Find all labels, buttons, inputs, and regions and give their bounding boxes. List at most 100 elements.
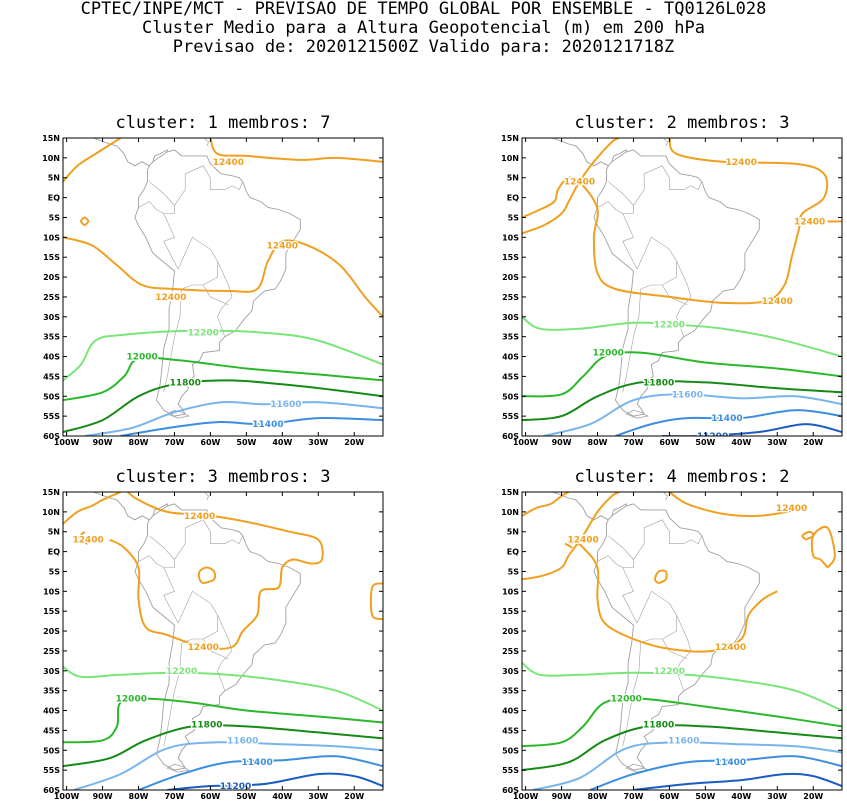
country-border bbox=[608, 181, 634, 206]
lat-tick-label: 15N bbox=[42, 134, 60, 143]
coastline bbox=[134, 503, 301, 771]
map-panel-group-3: 12400 12400 12400 12200 12000 11800 11600 11400… bbox=[42, 488, 384, 801]
lat-tick-label: 5N bbox=[48, 528, 60, 537]
contour-line bbox=[63, 236, 383, 318]
coastline-lesser-antilles bbox=[663, 138, 669, 147]
contour-label: 12400 bbox=[155, 293, 186, 303]
contour-line bbox=[522, 138, 829, 305]
coastline-tierra-del-fuego bbox=[166, 763, 190, 773]
country-border bbox=[217, 261, 233, 337]
contour-line bbox=[109, 492, 324, 650]
coastline-central-america bbox=[552, 138, 609, 167]
lat-tick-label: 15S bbox=[43, 607, 60, 616]
contour-line bbox=[63, 665, 383, 712]
lat-tick-label: 40S bbox=[43, 353, 60, 362]
chart-header: CPTEC/INPE/MCT - PREVISAO DE TEMPO GLOBA… bbox=[0, 0, 847, 57]
lat-tick-label: 10N bbox=[42, 508, 60, 517]
contour-line bbox=[63, 697, 383, 744]
lon-tick-label: 30W bbox=[308, 792, 328, 801]
contour-line bbox=[522, 724, 842, 772]
lat-tick-label: 25S bbox=[43, 647, 60, 656]
lat-tick-label: 30S bbox=[43, 667, 60, 676]
lat-tick-label: 60S bbox=[502, 432, 519, 441]
lat-tick-label: 5S bbox=[49, 213, 61, 222]
contour-line bbox=[522, 697, 842, 748]
map-panel-group-1: 12400 12400 12400 12200 12000 11800 11600 11400… bbox=[42, 134, 384, 447]
lat-tick-label: EQ bbox=[48, 194, 60, 203]
contour-label: 12400 bbox=[267, 241, 298, 251]
contour-label: 12400 bbox=[794, 217, 825, 227]
contour-label: 12400 bbox=[776, 504, 807, 514]
country-border bbox=[149, 181, 175, 206]
lat-tick-label: 10S bbox=[502, 233, 519, 242]
lat-tick-label: 25S bbox=[502, 293, 519, 302]
contour-line bbox=[522, 380, 842, 422]
contour-label: 12400 bbox=[184, 512, 215, 522]
contour-label: 11400 bbox=[711, 414, 742, 424]
lat-tick-label: 5S bbox=[508, 213, 520, 222]
contour-line bbox=[73, 741, 383, 790]
lon-tick-label: 70W bbox=[164, 438, 184, 447]
lat-tick-label: 30S bbox=[502, 313, 519, 322]
lat-tick-label: 5N bbox=[507, 174, 519, 183]
country-border bbox=[608, 535, 634, 560]
contour-line bbox=[522, 315, 842, 358]
lat-tick-label: 20S bbox=[43, 627, 60, 636]
country-border bbox=[636, 236, 677, 290]
contour-line bbox=[568, 534, 778, 653]
contour-label: 12000 bbox=[593, 349, 624, 359]
lat-tick-label: 40S bbox=[502, 707, 519, 716]
contour-line bbox=[522, 138, 620, 235]
country-border bbox=[163, 567, 179, 624]
contour-label: 11800 bbox=[170, 378, 201, 388]
lon-tick-label: 30W bbox=[767, 792, 787, 801]
contour-line bbox=[522, 492, 570, 517]
contour-label: 11400 bbox=[242, 758, 273, 768]
lon-tick-label: 30W bbox=[767, 438, 787, 447]
map-frame bbox=[521, 137, 843, 437]
panel-title-3: cluster: 3 membros: 3 bbox=[115, 467, 331, 487]
country-border bbox=[597, 201, 623, 214]
map-content: 12400 12400 12400 12200 12000 11800 11600 11400 bbox=[63, 138, 383, 436]
lon-tick-label: 50W bbox=[236, 792, 256, 801]
contour-line bbox=[63, 492, 121, 525]
coastline-lesser-antilles bbox=[663, 492, 669, 501]
lat-tick-label: 45S bbox=[43, 372, 60, 381]
lat-tick-label: 60S bbox=[502, 786, 519, 795]
map-content: 12400 12400 12400 12200 12000 11800 11600 11400 bbox=[522, 492, 842, 790]
map-panel-group-2: 12400 12400 12400 12400 12200 12000 11800 11600… bbox=[501, 134, 843, 447]
country-border bbox=[622, 213, 638, 270]
contour-line bbox=[79, 216, 90, 227]
contour-line bbox=[63, 379, 383, 433]
contour-label: 11200 bbox=[220, 782, 251, 792]
contour-line bbox=[84, 400, 383, 436]
contour-line bbox=[532, 741, 842, 790]
contour-line bbox=[589, 755, 842, 790]
contour-line bbox=[63, 138, 122, 183]
lon-tick-label: 90W bbox=[93, 438, 113, 447]
coastline-lesser-antilles bbox=[204, 138, 210, 147]
lon-tick-label: 100W bbox=[513, 438, 539, 447]
lat-tick-label: EQ bbox=[507, 194, 519, 203]
lat-tick-label: 10N bbox=[501, 508, 519, 517]
lat-tick-label: 55S bbox=[43, 766, 60, 775]
lon-tick-label: 40W bbox=[272, 438, 292, 447]
lon-tick-label: 70W bbox=[623, 438, 643, 447]
lat-tick-label: 25S bbox=[43, 293, 60, 302]
coastline-caribbean bbox=[152, 503, 168, 516]
map-panel-group-4: 12400 12400 12400 12200 12000 11800 11600 11400… bbox=[501, 488, 843, 801]
lon-tick-label: 40W bbox=[731, 792, 751, 801]
contour-line bbox=[668, 492, 807, 518]
lat-tick-label: 10N bbox=[501, 154, 519, 163]
lat-tick-label: 5S bbox=[508, 567, 520, 576]
contour-line bbox=[522, 351, 842, 398]
contour-line bbox=[369, 582, 383, 621]
contour-label: 11800 bbox=[643, 378, 674, 388]
lat-tick-label: 55S bbox=[502, 766, 519, 775]
lat-tick-label: 60S bbox=[43, 786, 60, 795]
country-border bbox=[231, 535, 244, 545]
lat-tick-label: 35S bbox=[43, 687, 60, 696]
lon-tick-label: 60W bbox=[659, 438, 679, 447]
contour-line bbox=[209, 138, 383, 163]
